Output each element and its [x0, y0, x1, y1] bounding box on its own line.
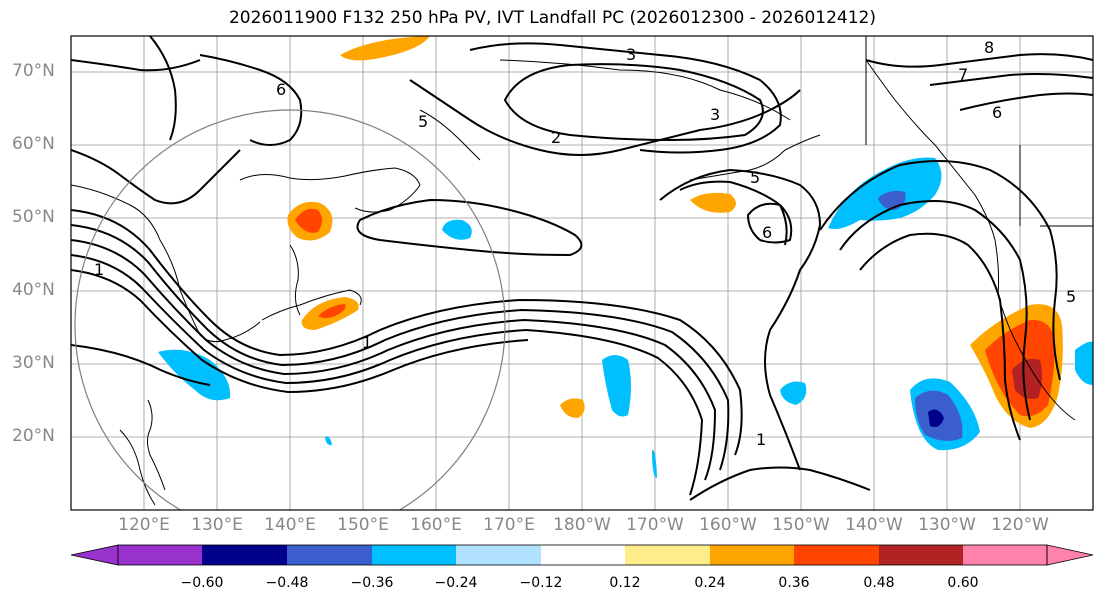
colorbar-bin: [710, 545, 794, 565]
colorbar-bin: [202, 545, 287, 565]
lat-tick-label: 70°N: [12, 61, 55, 81]
contour-label: 1: [756, 430, 766, 449]
contour-label: 6: [992, 103, 1002, 122]
darkred-blob-california: [1012, 358, 1043, 399]
colorbar-extend-min: [70, 544, 119, 566]
colorbar-tick-label: −0.12: [519, 575, 563, 591]
colorbar-tick-label: −0.60: [180, 575, 224, 591]
orange-blob-aleutian: [690, 192, 736, 213]
contour-label: 6: [276, 80, 286, 99]
blue-blob-gulf-alaska: [828, 157, 942, 229]
red-blob-japan: [318, 304, 346, 318]
colorbar-extend-max: [1046, 544, 1094, 566]
lon-tick-label: 170°W: [626, 515, 684, 535]
contour-label: 8: [984, 38, 994, 57]
blue-blob-hawaii-east: [780, 381, 807, 405]
lon-tick-label: 180°W: [553, 515, 611, 535]
contour-label: 5: [418, 112, 428, 131]
blue-blob-small-2: [652, 449, 657, 478]
lat-tick-label: 50°N: [12, 207, 55, 227]
gridlines: [71, 36, 1093, 510]
contour-label: 6: [762, 223, 772, 242]
colorbar: [70, 544, 1094, 566]
contour-label: 5: [1066, 287, 1076, 306]
colorbar-bin: [541, 545, 625, 565]
pv-contours: [71, 36, 1093, 501]
landfall-radius-circle: [74, 109, 506, 510]
colorbar-bin: [963, 545, 1047, 565]
colorbar-bin: [456, 545, 541, 565]
lon-tick-label: 140°W: [845, 515, 903, 535]
blue-blob-central-pac: [602, 355, 631, 417]
contour-label: 1: [94, 260, 104, 279]
orange-blob-arctic: [340, 36, 430, 61]
lat-tick-label: 60°N: [12, 134, 55, 154]
blue-blob-baja: [1075, 341, 1093, 385]
pc-shading: [158, 36, 1093, 478]
colorbar-bin: [879, 545, 963, 565]
colorbar-tick-label: 0.60: [947, 575, 979, 591]
lat-tick-label: 40°N: [12, 280, 55, 300]
blue-blob-pacific-nw: [442, 219, 472, 240]
contour-label: 3: [710, 105, 720, 124]
colorbar-bin: [118, 545, 202, 565]
colorbar-tick-label: −0.36: [350, 575, 394, 591]
map-frame: [70, 35, 1094, 511]
colorbar-tick-label: −0.24: [434, 575, 478, 591]
lon-tick-label: 120°W: [991, 515, 1049, 535]
contour-label: 1: [362, 333, 372, 352]
blue-blob-taiwan: [158, 349, 231, 401]
lat-tick-label: 20°N: [12, 426, 55, 446]
red-blob-korea: [295, 208, 322, 233]
colorbar-bin: [287, 545, 372, 565]
lon-tick-label: 160°W: [699, 515, 757, 535]
colorbar-bin: [625, 545, 710, 565]
lon-tick-label: 130°W: [918, 515, 976, 535]
lat-tick-label: 30°N: [12, 353, 55, 373]
contour-label: 5: [750, 168, 760, 187]
contour-labels: 3 6 5 2 3 8 7 6 5 6 1 1 5 1: [94, 38, 1076, 449]
orange-blob-central-pac: [560, 398, 585, 418]
contour-label: 3: [626, 45, 636, 64]
contour-label: 2: [551, 128, 561, 147]
lon-tick-label: 150°W: [772, 515, 830, 535]
colorbar-tick-label: 0.48: [863, 575, 895, 591]
lon-tick-label: 140°E: [264, 515, 316, 535]
blue-blob-small-1: [325, 436, 332, 446]
navy-blob-subtropic: [928, 409, 944, 427]
plot-title: 2026011900 F132 250 hPa PV, IVT Landfall…: [228, 8, 876, 28]
colorbar-frame: [117, 544, 1048, 566]
lon-tick-label: 130°E: [191, 515, 243, 535]
colorbar-bin: [372, 545, 456, 565]
colorbar-tick-label: 0.12: [609, 575, 641, 591]
contour-label: 7: [958, 65, 968, 84]
colorbar-tick-label: 0.36: [778, 575, 810, 591]
lon-tick-label: 160°E: [410, 515, 462, 535]
colorbar-tick-label: −0.48: [265, 575, 309, 591]
coastlines: [71, 36, 1093, 506]
colorbar-bin: [794, 545, 879, 565]
lon-tick-label: 150°E: [337, 515, 389, 535]
colorbar-tick-label: 0.24: [694, 575, 726, 591]
lon-tick-label: 170°E: [483, 515, 535, 535]
lon-tick-label: 120°E: [118, 515, 170, 535]
